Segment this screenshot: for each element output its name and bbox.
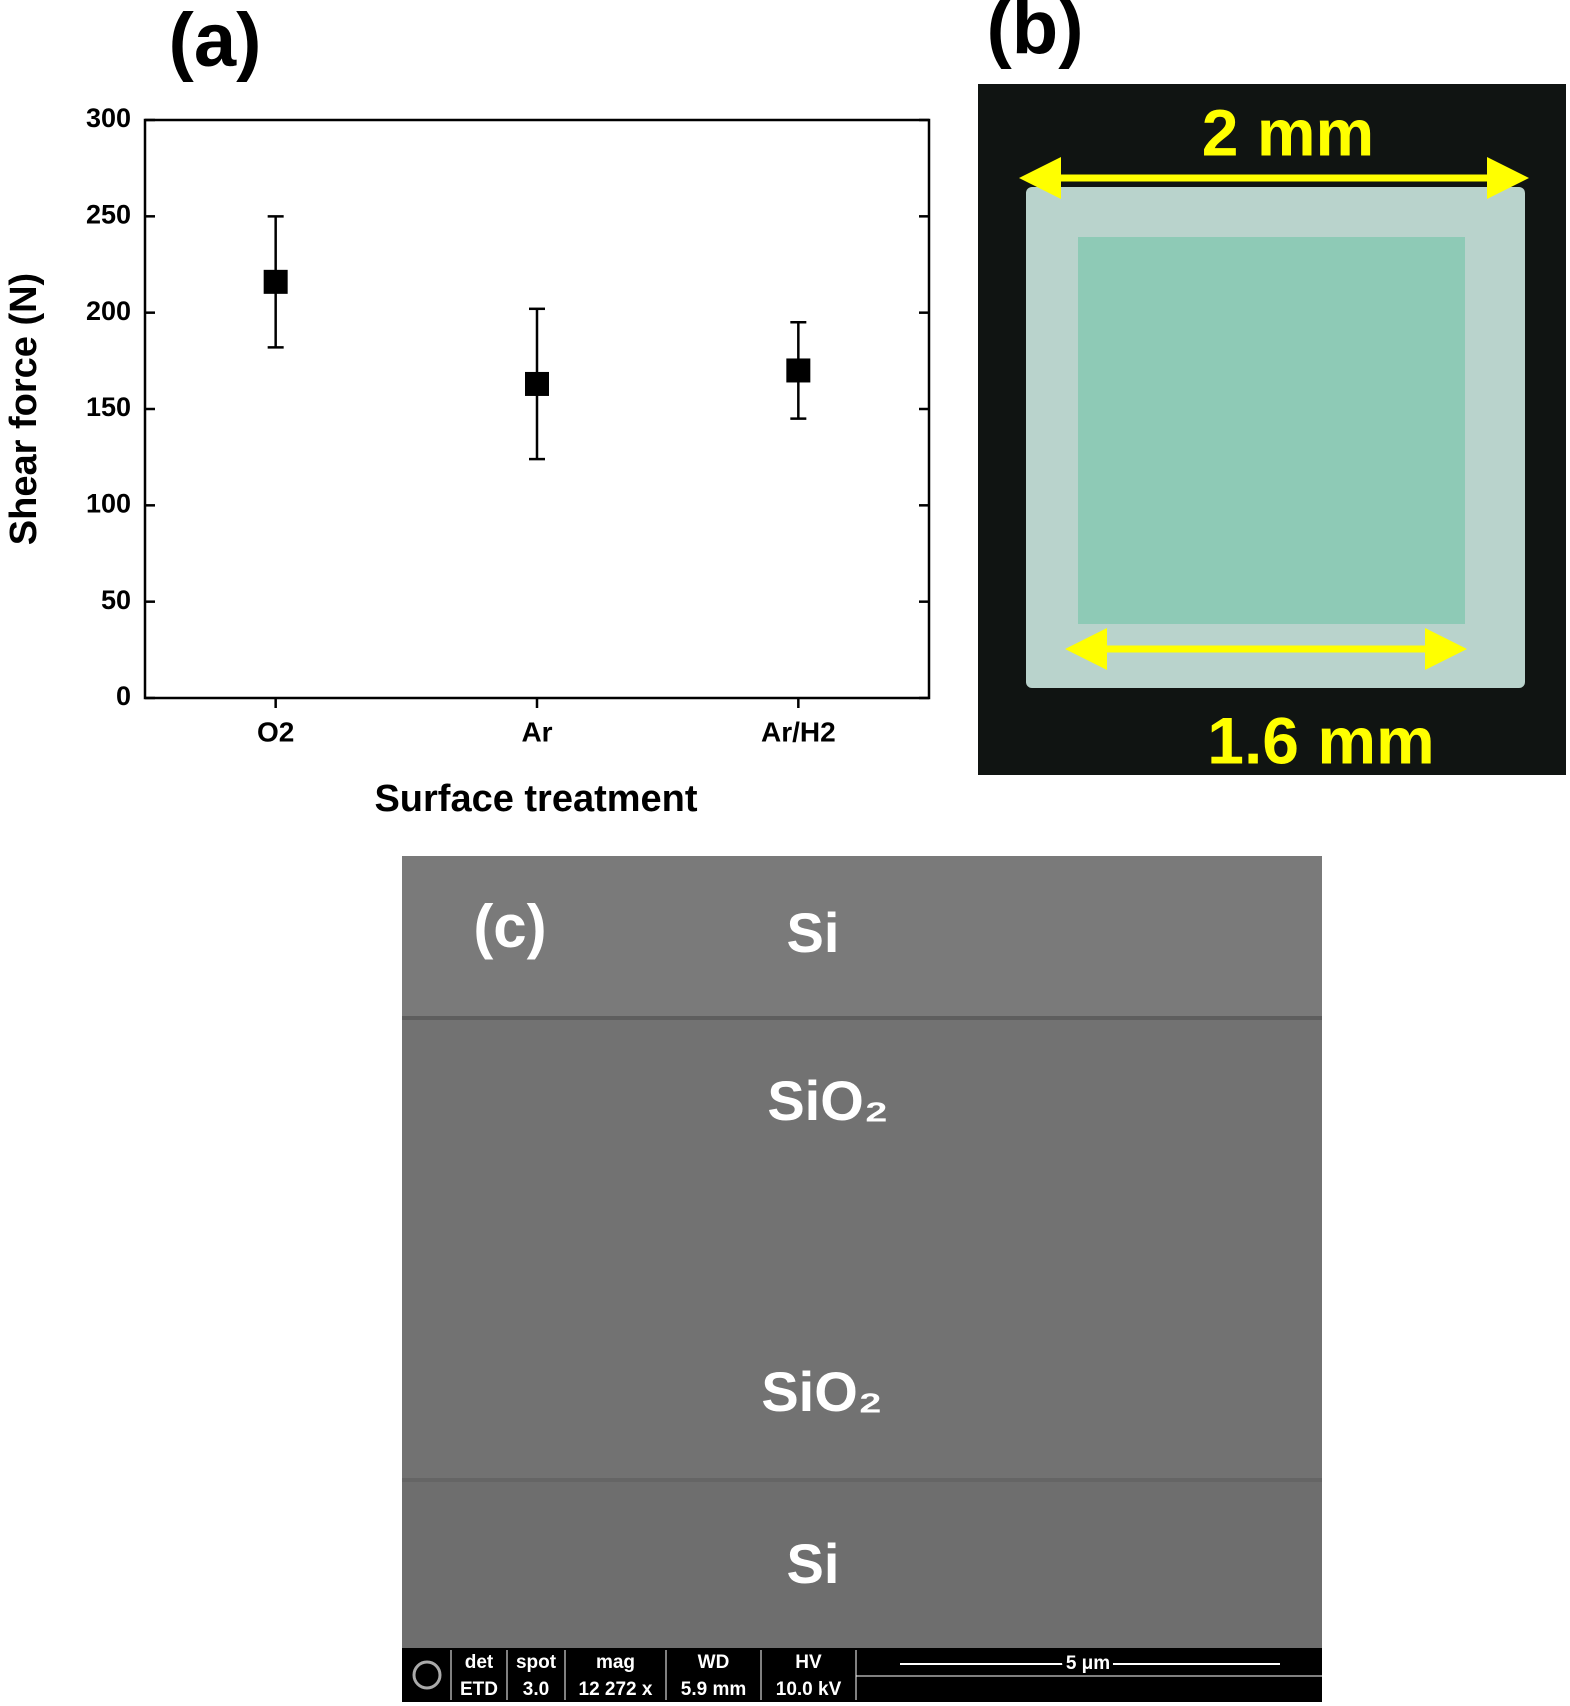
info-text: 3.0 (523, 1679, 549, 1700)
layer-label: SiO₂ (767, 1069, 888, 1132)
info-text: mag (596, 1652, 635, 1673)
x-tick-label: Ar (521, 716, 552, 747)
dimension-label: 2 mm (1202, 95, 1374, 169)
panel-label: (a) (169, 0, 262, 83)
y-tick-label: 250 (86, 199, 131, 229)
marker (263, 269, 288, 294)
y-tick-label: 100 (86, 488, 131, 518)
sem-info-bar (402, 1648, 1322, 1702)
y-tick-label: 0 (116, 681, 131, 711)
y-tick-label: 300 (86, 103, 131, 133)
info-text: det (465, 1652, 494, 1673)
scale-label: 5 μm (1066, 1653, 1110, 1674)
marker (786, 358, 811, 383)
chip-pad (1078, 237, 1465, 624)
y-tick-label: 50 (101, 585, 131, 615)
x-tick-label: O2 (257, 716, 294, 747)
info-text: 5.9 mm (681, 1679, 746, 1700)
info-text: HV (795, 1652, 822, 1673)
y-tick-label: 150 (86, 392, 131, 422)
info-text: 12 272 x (579, 1679, 653, 1700)
info-text: 10.0 kV (776, 1679, 842, 1700)
dimension-label: 1.6 mm (1207, 703, 1434, 777)
info-text: ETD (460, 1679, 498, 1700)
panel-label: (c) (473, 893, 546, 960)
sem-interface (402, 1478, 1322, 1482)
layer-label: Si (787, 901, 840, 964)
layer-label: SiO₂ (761, 1360, 882, 1423)
sem-layer (402, 1482, 1322, 1648)
sem-layer (402, 856, 1322, 1016)
sem-interface (402, 1016, 1322, 1020)
info-text: WD (698, 1652, 730, 1673)
x-axis-label: Surface treatment (374, 778, 697, 820)
y-axis-label: Shear force (N) (3, 273, 45, 545)
x-tick-label: Ar/H2 (761, 716, 836, 747)
panel-label: (b) (986, 0, 1083, 70)
layer-label: Si (787, 1532, 840, 1595)
marker (525, 371, 549, 396)
logo (412, 1660, 442, 1690)
y-tick-label: 200 (86, 296, 131, 326)
info-text: spot (516, 1652, 557, 1673)
